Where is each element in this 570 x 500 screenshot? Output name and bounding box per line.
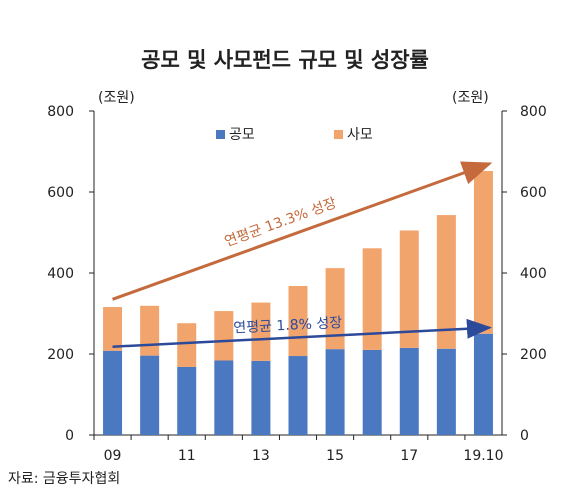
left-tick-label: 800 xyxy=(47,104,74,120)
bar-private xyxy=(177,323,197,367)
bar-public xyxy=(103,350,123,435)
right-tick-label: 600 xyxy=(520,185,547,201)
legend-swatch-private xyxy=(334,129,343,139)
x-tick-label: 13 xyxy=(252,448,270,464)
legend-swatch-public xyxy=(216,129,225,139)
legend-item-public: 공모 xyxy=(216,124,255,144)
private-growth-arrow xyxy=(112,161,493,301)
bar-private xyxy=(251,302,271,361)
bar-private xyxy=(399,230,419,348)
right-tick-label: 200 xyxy=(520,347,547,363)
left-tick-label: 0 xyxy=(65,428,74,444)
source-note: 자료: 금융투자협회 xyxy=(8,471,121,487)
bar-public xyxy=(251,360,271,435)
bar-public xyxy=(140,355,160,435)
x-tick-label: 19.10 xyxy=(463,448,503,464)
x-tick-label: 11 xyxy=(178,448,196,464)
legend-label-public: 공모 xyxy=(229,127,255,143)
bar-public xyxy=(362,349,382,435)
bar-public xyxy=(288,356,308,435)
bar-public xyxy=(214,360,234,435)
left-tick-label: 600 xyxy=(47,185,74,201)
bar-public xyxy=(325,349,345,435)
bar-private xyxy=(103,307,123,351)
x-tick-label: 09 xyxy=(104,448,122,464)
public-growth-label: 연평균 1.8% 성장 xyxy=(233,315,343,336)
bar-private xyxy=(214,311,234,361)
bar-private xyxy=(436,215,456,349)
right-tick-label: 0 xyxy=(520,428,529,444)
bar-private xyxy=(362,248,382,350)
x-tick-label: 17 xyxy=(400,448,418,464)
bar-private xyxy=(325,268,345,350)
right-axis-unit: (조원) xyxy=(452,90,489,106)
bar-public xyxy=(399,347,419,435)
left-axis-unit: (조원) xyxy=(98,90,135,106)
bar-public xyxy=(473,333,493,435)
right-tick-label: 800 xyxy=(520,104,547,120)
public-growth-arrow xyxy=(112,318,492,348)
left-tick-label: 400 xyxy=(47,266,74,282)
left-tick-label: 200 xyxy=(47,347,74,363)
x-tick-label: 15 xyxy=(326,448,344,464)
right-tick-label: 400 xyxy=(520,266,547,282)
legend-label-private: 사모 xyxy=(347,127,373,143)
legend-item-private: 사모 xyxy=(334,124,373,144)
bar-private xyxy=(140,305,160,356)
chart-title: 공모 및 사모펀드 규모 및 성장률 xyxy=(141,48,429,72)
bar-public xyxy=(436,348,456,435)
bar-private xyxy=(473,170,493,334)
bar-public xyxy=(177,366,197,435)
